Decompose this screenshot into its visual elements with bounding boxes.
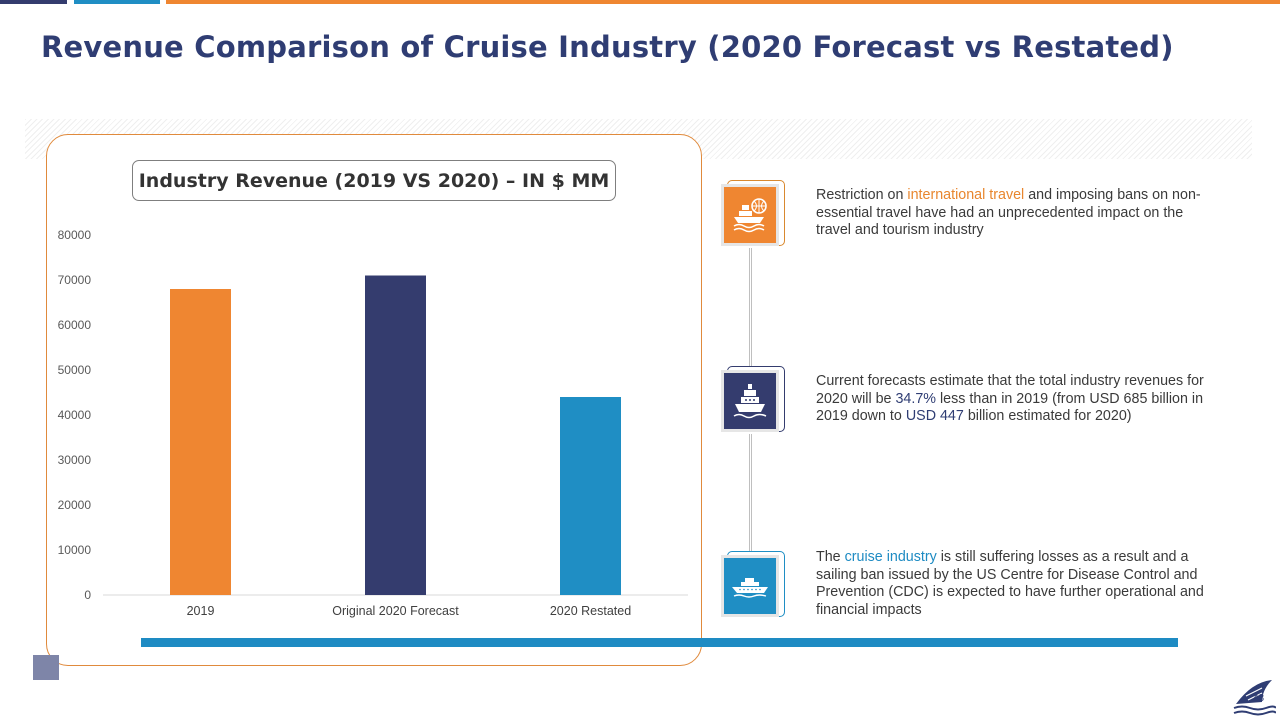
bar-original-2020-forecast	[365, 275, 426, 595]
cruise-logo-icon	[1233, 680, 1276, 716]
highlight-usd: USD 447	[905, 408, 964, 425]
cruise-globe-icon	[733, 198, 767, 233]
slide-title: Revenue Comparison of Cruise Industry (2…	[41, 30, 1174, 64]
x-tick-label: 2020 Restated	[550, 604, 631, 618]
point-icon-box	[721, 551, 785, 619]
corner-square	[33, 655, 59, 680]
point-icon-box	[721, 366, 785, 434]
chart-title: Industry Revenue (2019 VS 2020) – IN $ M…	[138, 169, 610, 192]
cruise-ship-side-icon	[732, 578, 768, 598]
y-tick-label: 40000	[58, 408, 92, 422]
y-tick-label: 60000	[58, 318, 92, 332]
highlight-international-travel: international travel	[907, 187, 1025, 203]
y-tick-label: 30000	[58, 453, 92, 467]
timeline-connector	[749, 248, 752, 366]
highlight-percentage: 34.7%	[895, 390, 937, 407]
chart-title-box: Industry Revenue (2019 VS 2020) – IN $ M…	[132, 160, 616, 201]
top-accent-bar-orange	[166, 0, 1280, 4]
blue-accent-strip	[141, 638, 1178, 647]
timeline-connector	[749, 434, 752, 552]
y-tick-label: 70000	[58, 273, 92, 287]
x-tick-label: Original 2020 Forecast	[332, 604, 459, 618]
bar-2020-restated	[560, 397, 621, 595]
y-tick-label: 0	[84, 588, 91, 602]
highlight-cruise-industry: cruise industry	[844, 549, 937, 565]
y-tick-label: 10000	[58, 543, 92, 557]
point-text-2: Current forecasts estimate that the tota…	[816, 373, 1204, 425]
page-number: 48	[1253, 693, 1265, 704]
y-tick-label: 80000	[58, 228, 92, 242]
bar-2019	[170, 289, 231, 595]
point-icon-box	[721, 180, 785, 248]
top-accent-bar-blue	[74, 0, 160, 4]
y-tick-label: 20000	[58, 498, 92, 512]
y-tick-label: 50000	[58, 363, 92, 377]
x-tick-label: 2019	[187, 604, 215, 618]
cruise-ship-front-icon	[733, 384, 767, 419]
top-accent-bar-navy	[0, 0, 67, 4]
point-text-1: Restriction on international travel and …	[816, 187, 1201, 239]
point-text-3: The cruise industry is still suffering l…	[816, 549, 1204, 618]
